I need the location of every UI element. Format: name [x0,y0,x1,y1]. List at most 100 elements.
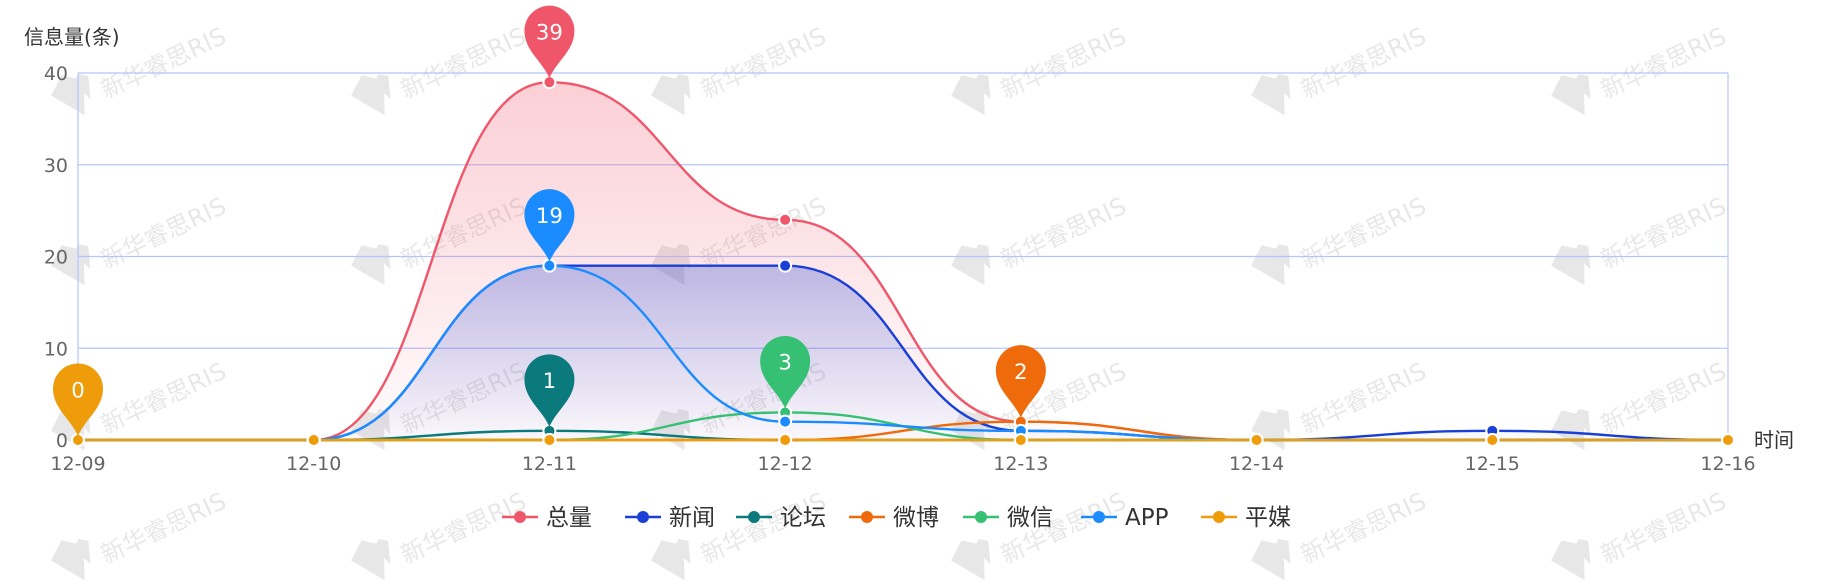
watermark: 新华睿思RIS [1251,192,1431,286]
watermark-text: 新华睿思RIS [96,192,230,274]
watermark-logo-icon [651,538,691,581]
legend-label: APP [1125,505,1169,531]
watermark: 新华睿思RIS [51,22,231,116]
watermark-text: 新华睿思RIS [1596,192,1730,274]
legend-swatch-dot [514,511,526,523]
x-tick-label: 12-15 [1465,453,1520,475]
legend: 总量 新闻 论坛 微博 微信 APP 平媒 [502,505,1291,531]
pin-marker-icon [524,5,575,79]
series-6-point[interactable] [778,414,793,429]
watermark-logo-icon [51,538,91,581]
watermark: 新华睿思RIS [1551,487,1731,581]
watermark: 新华睿思RIS [1551,192,1731,286]
series-1-point[interactable] [778,212,793,227]
watermark: 新华睿思RIS [1251,22,1431,116]
watermark-text: 新华睿思RIS [96,487,230,569]
series-7-point[interactable] [306,433,321,447]
watermark-logo-icon [351,243,391,286]
legend-item[interactable]: 论坛 [736,505,826,531]
x-tick-label: 12-09 [50,453,105,475]
data-label-pin: 1 [524,354,575,427]
watermark: 新华睿思RIS [951,22,1131,116]
y-tick-label: 40 [44,63,68,85]
series-7-point[interactable] [1485,433,1500,447]
watermark-logo-icon [1551,538,1591,581]
legend-item[interactable]: 总量 [502,505,592,531]
legend-swatch-dot [637,511,649,523]
watermark-text: 新华睿思RIS [1596,487,1730,569]
legend-item[interactable]: 微博 [849,505,939,531]
x-tick-label: 12-13 [993,453,1048,475]
watermark: 新华睿思RIS [51,487,231,581]
data-label-pin: 39 [524,5,575,79]
watermark-text: 新华睿思RIS [996,22,1130,104]
legend-label: 新闻 [669,505,715,531]
legend-swatch-dot [1213,511,1225,523]
x-axis-label: 时间 [1754,428,1794,452]
watermark-logo-icon [951,243,991,286]
series-7-point[interactable] [1721,433,1735,447]
series-7-point[interactable] [542,433,557,447]
series-7-point[interactable] [1013,433,1028,447]
data-label: 39 [536,20,563,45]
legend-item[interactable]: 新闻 [625,505,715,531]
watermark-logo-icon [1551,408,1591,451]
x-tick-label: 12-12 [758,453,813,475]
series-lines [78,80,1729,442]
watermark-text: 新华睿思RIS [1296,357,1430,439]
series-2-point[interactable] [778,258,793,273]
legend-label: 平媒 [1245,505,1291,531]
watermark-text: 新华睿思RIS [696,22,830,104]
legend-swatch-dot [861,511,873,523]
watermark-text: 新华睿思RIS [396,22,530,104]
data-label: 2 [1014,360,1028,385]
watermark-text: 新华睿思RIS [96,357,230,439]
legend-label: 微信 [1007,505,1053,531]
watermark: 新华睿思RIS [951,192,1131,286]
watermark-logo-icon [1251,73,1291,116]
watermark-text: 新华睿思RIS [1596,357,1730,439]
watermark-logo-icon [1251,408,1291,451]
data-label-pin: 19 [524,189,575,262]
legend-label: 总量 [546,505,592,531]
watermark-logo-icon [51,243,91,286]
pin-marker-icon [524,354,575,427]
pin-marker-icon [995,345,1046,418]
watermark: 新华睿思RIS [1551,357,1731,451]
legend-label: 论坛 [780,505,826,531]
watermark-text: 新华睿思RIS [996,192,1130,274]
watermark-text: 新华睿思RIS [1296,22,1430,104]
data-label: 0 [71,378,85,403]
watermark-text: 新华睿思RIS [1296,487,1430,569]
y-tick-label: 0 [56,430,68,452]
legend-item[interactable]: APP [1081,505,1169,531]
watermark: 新华睿思RIS [1251,357,1431,451]
data-label: 1 [543,369,557,394]
x-tick-label: 12-14 [1229,453,1284,475]
x-tick-label: 12-16 [1700,453,1755,475]
data-label-pin: 0 [53,363,103,436]
legend-swatch-dot [748,511,760,523]
watermark-text: 新华睿思RIS [1596,22,1730,104]
series-7-point[interactable] [1249,433,1264,447]
series-points [71,75,1735,447]
pin-marker-icon [760,335,811,409]
y-tick-label: 20 [44,247,68,269]
x-tick-label: 12-10 [286,453,341,475]
legend-item[interactable]: 平媒 [1201,505,1291,531]
data-label-pin: 2 [995,345,1046,418]
data-label: 19 [536,204,563,229]
watermark: 新华睿思RIS [651,22,831,116]
y-tick-label: 30 [44,155,68,177]
watermark-logo-icon [51,73,91,116]
watermark: 新华睿思RIS [351,487,531,581]
legend-item[interactable]: 微信 [963,505,1053,531]
watermark-text: 新华睿思RIS [396,487,530,569]
watermark-logo-icon [1251,243,1291,286]
data-label: 3 [778,351,792,376]
series-2-area [78,265,1728,440]
watermark-logo-icon [1551,73,1591,116]
y-tick-labels: 0 10 20 30 40 [44,63,68,452]
series-7-point[interactable] [778,433,793,447]
